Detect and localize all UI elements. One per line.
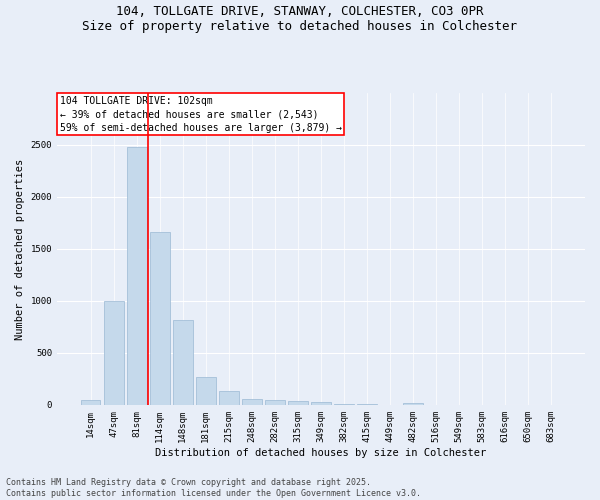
Text: 104 TOLLGATE DRIVE: 102sqm
← 39% of detached houses are smaller (2,543)
59% of s: 104 TOLLGATE DRIVE: 102sqm ← 39% of deta… [59, 96, 341, 132]
Bar [173, 320, 193, 405]
Bar [334, 404, 354, 405]
Bar [127, 147, 146, 405]
Bar [288, 401, 308, 405]
Bar [150, 232, 170, 405]
Bar [403, 403, 423, 405]
Bar [265, 400, 284, 405]
Y-axis label: Number of detached properties: Number of detached properties [15, 158, 25, 340]
Bar [219, 392, 239, 405]
Bar [81, 400, 100, 405]
Text: 104, TOLLGATE DRIVE, STANWAY, COLCHESTER, CO3 0PR
Size of property relative to d: 104, TOLLGATE DRIVE, STANWAY, COLCHESTER… [83, 5, 517, 33]
Text: Contains HM Land Registry data © Crown copyright and database right 2025.
Contai: Contains HM Land Registry data © Crown c… [6, 478, 421, 498]
Bar [104, 301, 124, 405]
Bar [242, 399, 262, 405]
X-axis label: Distribution of detached houses by size in Colchester: Distribution of detached houses by size … [155, 448, 487, 458]
Bar [196, 377, 215, 405]
Bar [311, 402, 331, 405]
